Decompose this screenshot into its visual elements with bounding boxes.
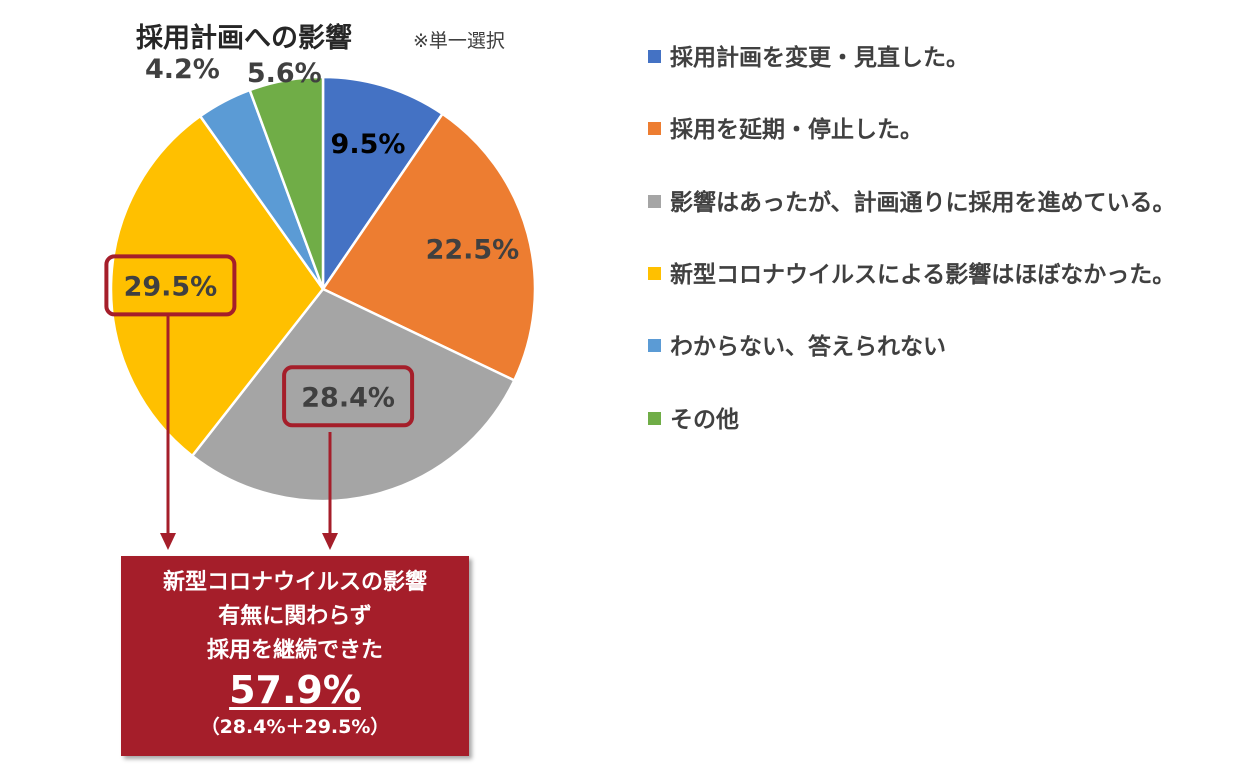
callout-line-1: 新型コロナウイルスの影響 — [162, 570, 427, 595]
slice-label-green: 5.6% — [247, 58, 322, 89]
legend-label-blue: 採用計画を変更・見直した。 — [670, 45, 969, 71]
legend-item-blue: 採用計画を変更・見直した。 — [648, 38, 969, 72]
legend-item-lightblue: わからない、答えられない — [648, 327, 946, 361]
chart-title: 採用計画への影響 — [136, 23, 352, 54]
legend-label-yellow: 新型コロナウイルスによる影響はほぼなかった。 — [670, 262, 1176, 288]
legend-swatch-gray — [648, 195, 661, 208]
slice-label-orange: 22.5% — [426, 235, 520, 266]
legend-label-orange: 採用を延期・停止した。 — [670, 117, 923, 143]
callout-breakdown: （28.4%＋29.5%） — [200, 716, 390, 738]
pie-slices — [109, 75, 537, 503]
slice-labels: 9.5% 22.5% 28.4% 29.5% 4.2% 5.6% — [104, 54, 520, 428]
highlight-box-yellow — [104, 254, 237, 317]
legend-item-green: その他 — [648, 400, 739, 434]
arrow-head-right — [322, 533, 338, 550]
summary-callout: 新型コロナウイルスの影響 有無に関わらず 採用を継続できた 57.9% （28.… — [121, 556, 469, 756]
legend-item-orange: 採用を延期・停止した。 — [648, 110, 923, 144]
legend-swatch-orange — [648, 122, 661, 135]
legend-label-gray: 影響はあったが、計画通りに採用を進めている。 — [670, 190, 1176, 216]
slice-label-lightblue: 4.2% — [145, 54, 220, 85]
callout-total: 57.9% — [229, 668, 361, 712]
pie-slice-yellow — [109, 114, 325, 458]
legend-label-lightblue: わからない、答えられない — [670, 334, 946, 360]
pie-slice-green — [248, 75, 325, 290]
callout-line-2: 有無に関わらず — [218, 604, 372, 629]
arrow-head-left — [160, 533, 176, 550]
legend-swatch-green — [648, 412, 661, 425]
slice-label-blue: 9.5% — [331, 129, 406, 160]
legend-swatch-lightblue — [648, 339, 661, 352]
callout-line-3: 採用を継続できた — [206, 638, 383, 663]
callout-arrows — [160, 316, 338, 550]
legend-swatch-blue — [648, 50, 661, 63]
chart-subtitle: ※単一選択 — [413, 30, 505, 52]
legend-item-yellow: 新型コロナウイルスによる影響はほぼなかった。 — [648, 255, 1175, 289]
pie-slice-blue — [321, 75, 445, 294]
legend-item-gray: 影響はあったが、計画通りに採用を進めている。 — [648, 183, 1176, 217]
slice-label-yellow: 29.5% — [124, 271, 218, 302]
pie-slice-gray — [190, 287, 516, 503]
legend-swatch-yellow — [648, 267, 661, 280]
highlight-box-gray — [282, 365, 415, 428]
slice-label-gray: 28.4% — [301, 382, 395, 413]
legend-label-green: その他 — [670, 407, 739, 433]
